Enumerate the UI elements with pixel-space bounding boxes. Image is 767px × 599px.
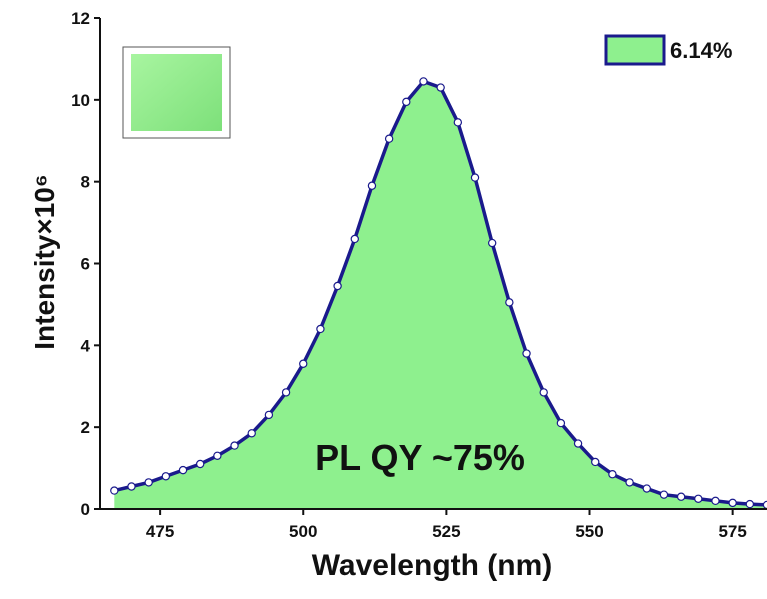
data-point <box>110 486 119 495</box>
x-tick-label: 550 <box>575 522 603 541</box>
legend-label: 6.14% <box>670 38 732 63</box>
data-point <box>333 281 342 291</box>
data-point <box>419 77 428 86</box>
data-point <box>676 492 686 501</box>
plot-area: 6.14% 0 2 4 6 8 10 12 475 500 525 550 575 <box>71 9 767 541</box>
data-point <box>573 439 583 448</box>
data-point <box>728 498 737 508</box>
data-point <box>230 441 239 450</box>
data-point <box>350 234 359 244</box>
data-point <box>247 429 256 438</box>
data-point <box>213 451 222 461</box>
data-point <box>299 359 308 368</box>
data-point <box>281 388 291 397</box>
y-tick-label: 8 <box>81 173 90 192</box>
y-tick-label: 0 <box>81 500 90 519</box>
data-point <box>367 181 377 190</box>
data-point <box>556 418 566 428</box>
data-point <box>694 494 703 503</box>
data-point <box>436 83 445 92</box>
data-point <box>625 478 634 487</box>
data-point <box>659 490 669 499</box>
data-point <box>178 465 188 475</box>
data-point <box>762 500 767 510</box>
annotation: PL QY ~75% <box>315 437 525 478</box>
data-point <box>745 499 755 509</box>
inset-photo <box>131 54 222 131</box>
area-fill <box>114 81 767 509</box>
x-tick-label: 500 <box>289 522 317 541</box>
x-axis-label: Wavelength (nm) <box>312 549 553 582</box>
data-point <box>402 97 411 107</box>
x-tick-label: 575 <box>718 522 746 541</box>
y-axis-label: Intensity×10⁶ <box>29 174 60 350</box>
data-point <box>195 459 205 469</box>
legend-swatch <box>604 34 666 66</box>
data-point <box>316 324 325 334</box>
x-tick-label: 525 <box>432 522 460 541</box>
x-tick-label: 475 <box>146 522 174 541</box>
data-point <box>453 118 463 127</box>
data-point <box>608 470 617 479</box>
data-point <box>487 238 497 248</box>
data-point <box>522 349 531 358</box>
data-point <box>384 134 394 143</box>
data-point <box>711 496 720 506</box>
y-tick-label: 2 <box>81 418 90 437</box>
data-point <box>642 484 651 493</box>
data-point <box>470 173 480 182</box>
data-point <box>127 482 136 491</box>
data-point <box>591 457 600 467</box>
y-tick-label: 12 <box>71 9 90 28</box>
y-tick-label: 10 <box>71 91 90 110</box>
data-point <box>144 478 153 487</box>
y-tick-label: 6 <box>81 255 90 274</box>
data-point <box>264 410 274 420</box>
data-point <box>161 472 171 481</box>
data-point <box>539 388 548 397</box>
y-tick-label: 4 <box>81 336 91 355</box>
data-point <box>505 298 514 307</box>
